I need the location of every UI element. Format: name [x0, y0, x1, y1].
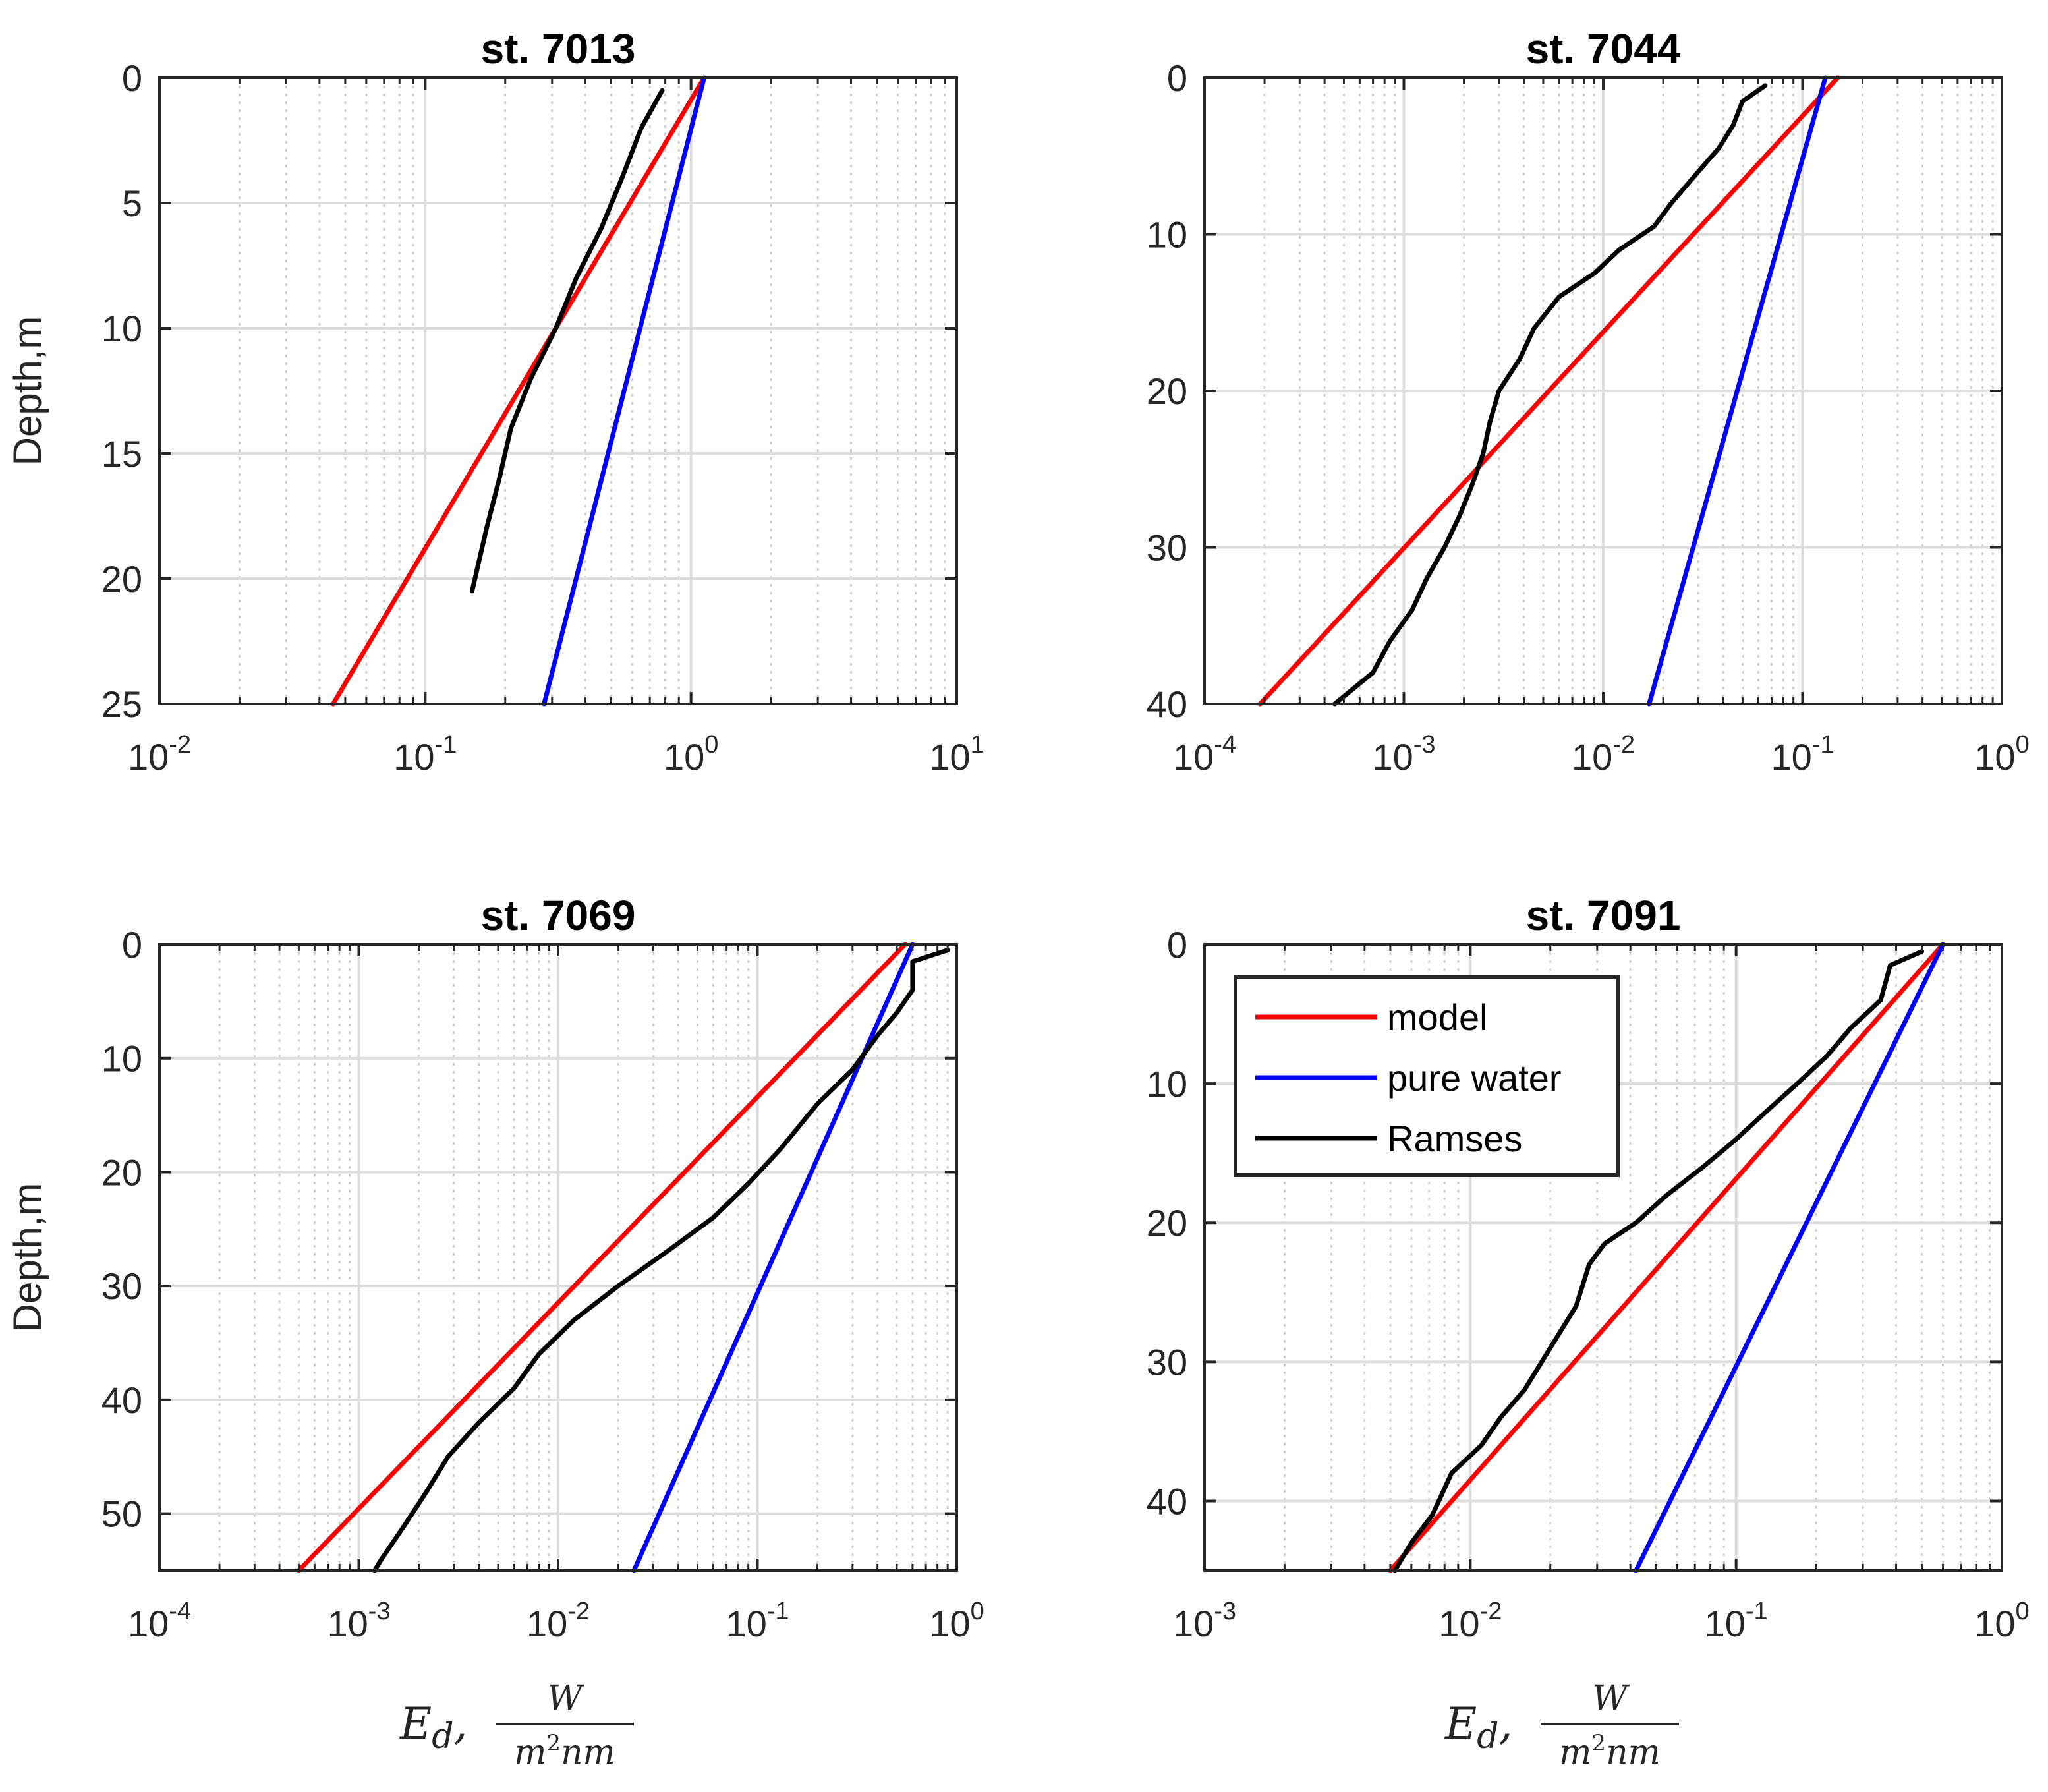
x-tick-label: 10-4	[128, 1598, 191, 1644]
y-tick-label: 40	[1147, 683, 1187, 725]
x-tick-label: 10-2	[1572, 731, 1635, 778]
series-line-model	[296, 942, 907, 1573]
x-axis-unit-denominator: m2nm	[1559, 1730, 1661, 1772]
legend-label: model	[1387, 997, 1488, 1038]
y-tick-label: 40	[1147, 1480, 1187, 1522]
series-line-ramses	[1332, 83, 1768, 707]
axes-box	[1203, 943, 2003, 1572]
y-tick-label: 10	[1147, 1063, 1187, 1105]
series-line-ramses	[469, 88, 665, 594]
series-line-ramses	[372, 948, 950, 1573]
y-tick-label: 20	[101, 1151, 142, 1193]
y-tick-label: 5	[122, 183, 142, 224]
x-tick-label: 101	[929, 731, 984, 778]
x-tick-label: 10-2	[128, 731, 191, 778]
x-tick-label: 10-4	[1173, 731, 1236, 778]
subplot-3: 0 10 20 30 40 50 10-4 10-3 10-2 10-1 100 st. 7069 De…	[5, 892, 984, 1644]
y-tick-label: 10	[1147, 214, 1187, 256]
x-tick-label: 100	[1974, 1598, 2029, 1644]
y-tick-label: 50	[101, 1493, 142, 1535]
y-tick-label: 15	[101, 433, 142, 475]
legend-label: pure water	[1387, 1057, 1562, 1099]
series-line-model	[1257, 75, 1840, 707]
y-tick-label: 25	[101, 683, 142, 725]
subplot-1: 0 5 10 15 20 25 10-2 10-1 100 101 st. 7013 Depth,m	[5, 25, 984, 778]
x-axis-symbol: Ed,	[1444, 1698, 1512, 1756]
y-tick-label: 0	[122, 57, 142, 99]
y-tick-label: 20	[1147, 1202, 1187, 1244]
x-tick-label: 10-1	[1705, 1598, 1768, 1644]
series-line-model	[1388, 942, 1945, 1573]
x-axis-unit-denominator: m2nm	[514, 1730, 615, 1772]
y-tick-label: 20	[1147, 370, 1187, 412]
y-tick-label: 30	[101, 1265, 142, 1307]
x-tick-label: 10-2	[526, 1598, 590, 1644]
series-line-pure-water	[1647, 75, 1828, 707]
legend: model pure water Ramses	[1234, 975, 1620, 1177]
x-axis-unit-numerator: W	[547, 1679, 584, 1718]
chart-title: st. 7091	[1526, 892, 1681, 939]
y-tick-label: 0	[1167, 924, 1187, 966]
x-tick-label: 10-2	[1438, 1598, 1502, 1644]
chart-title: st. 7044	[1526, 25, 1681, 72]
series-line-pure-water	[542, 75, 706, 707]
subplot-4: 0 10 20 30 40 10-3 10-2 10-1 100 st. 7091 model pur…	[1147, 892, 2030, 1644]
x-tick-label: 10-1	[725, 1598, 789, 1644]
x-tick-label: 100	[929, 1598, 984, 1644]
y-tick-label: 10	[101, 308, 142, 349]
y-tick-label: 0	[122, 924, 142, 966]
x-tick-label: 10-1	[393, 731, 457, 778]
axes-box	[158, 76, 958, 705]
series-line-pure-water	[631, 942, 915, 1573]
chart-title: st. 7069	[481, 892, 636, 939]
x-tick-label: 10-3	[1372, 731, 1435, 778]
legend-label: Ramses	[1387, 1118, 1522, 1159]
y-axis-label: Depth,m	[5, 316, 49, 466]
series-line-model	[331, 75, 706, 707]
y-tick-label: 0	[1167, 57, 1187, 99]
x-tick-label: 100	[664, 731, 718, 778]
y-tick-label: 20	[101, 558, 142, 600]
series-line-ramses	[1392, 949, 1925, 1573]
y-tick-label: 40	[101, 1379, 142, 1421]
x-tick-label: 10-3	[1173, 1598, 1236, 1644]
subplot-2: 0 10 20 30 40 10-4 10-3 10-2 10-1 100 st. 7044	[1147, 25, 2030, 778]
chart-title: st. 7013	[481, 25, 636, 72]
x-axis-unit-numerator: W	[1592, 1679, 1630, 1718]
x-tick-label: 10-1	[1771, 731, 1834, 778]
x-axis-symbol: Ed,	[399, 1698, 467, 1756]
y-tick-label: 30	[1147, 527, 1187, 569]
y-tick-label: 10	[101, 1038, 142, 1080]
y-tick-label: 30	[1147, 1341, 1187, 1383]
x-tick-label: 100	[1974, 731, 2029, 778]
series-line-pure-water	[1634, 942, 1945, 1573]
y-axis-label: Depth,m	[5, 1183, 49, 1333]
x-tick-label: 10-3	[327, 1598, 390, 1644]
